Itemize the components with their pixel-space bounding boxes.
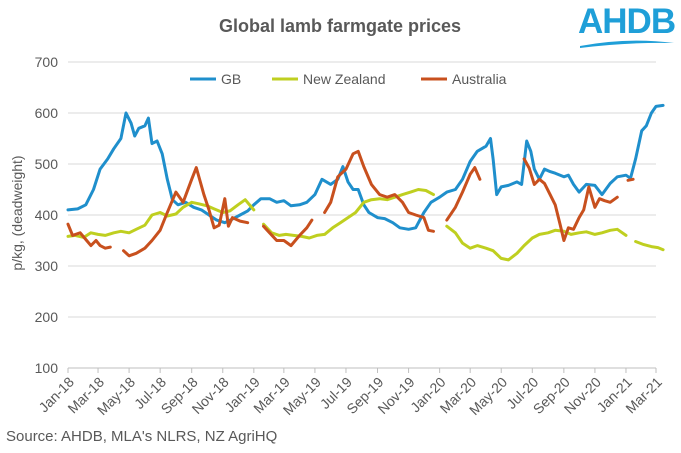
series-line-australia — [522, 157, 619, 242]
legend: GB New Zealand Australia — [190, 71, 507, 87]
legend-item-new-zealand: New Zealand — [272, 71, 386, 87]
legend-label: New Zealand — [303, 71, 386, 87]
series-line-australia — [626, 177, 635, 182]
series-line-new-zealand — [445, 224, 628, 262]
y-tick-label: 200 — [35, 309, 59, 325]
y-tick-label: 500 — [35, 156, 59, 172]
ahdb-logo: AHDB — [578, 2, 676, 48]
series-line-australia — [323, 149, 435, 233]
series-line-australia — [445, 166, 482, 222]
y-axis-ticks: 100 200 300 400 500 600 700 — [35, 54, 59, 376]
series-line-australia — [262, 218, 314, 248]
y-axis-label: p/kg, (deadweight) — [9, 155, 25, 270]
y-tick-label: 400 — [35, 207, 59, 223]
series-australia — [66, 149, 635, 258]
series-line-new-zealand — [634, 240, 665, 252]
y-tick-label: 700 — [35, 54, 59, 70]
series-gb — [66, 103, 665, 231]
y-tick-label: 100 — [35, 360, 59, 376]
x-axis-ticks: Jan-18Mar-18May-18Jul-18Sep-18Nov-18Jan-… — [35, 368, 665, 418]
legend-item-gb: GB — [190, 71, 241, 87]
legend-item-australia: Australia — [421, 71, 507, 87]
legend-label: GB — [221, 71, 241, 87]
series-new-zealand — [66, 188, 665, 262]
series-line-new-zealand — [262, 188, 435, 240]
logo-text: AHDB — [578, 2, 676, 41]
series-layer — [66, 103, 665, 262]
series-line-australia — [122, 166, 250, 258]
legend-label: Australia — [452, 71, 507, 87]
logo-swoosh-icon — [580, 40, 674, 48]
series-line-australia — [66, 222, 112, 250]
chart-title: Global lamb farmgate prices — [219, 16, 461, 36]
y-tick-label: 600 — [35, 105, 59, 121]
series-line-gb — [66, 103, 665, 231]
chart-source: Source: AHDB, MLA's NLRS, NZ AgriHQ — [6, 428, 278, 445]
y-tick-label: 300 — [35, 258, 59, 274]
